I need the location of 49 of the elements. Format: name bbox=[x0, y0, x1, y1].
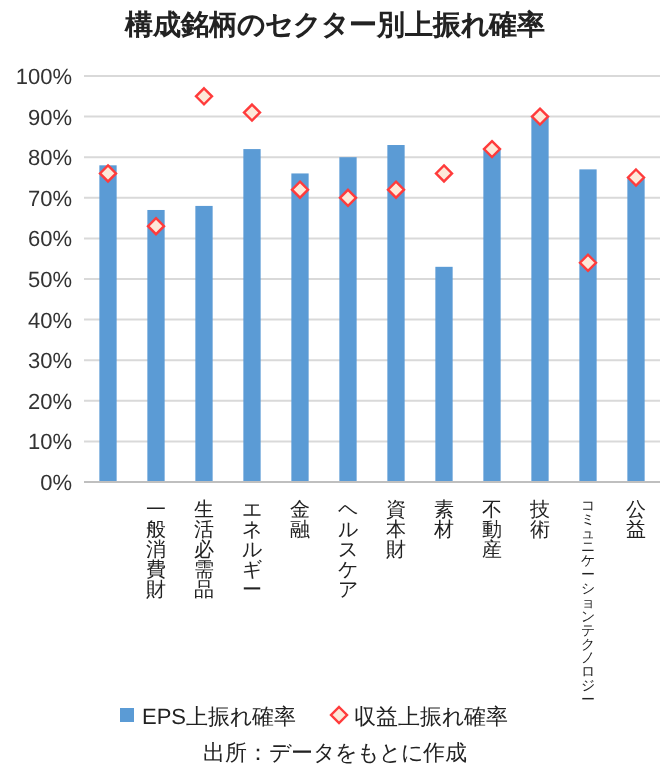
point bbox=[578, 253, 598, 272]
y-tick-label: 0% bbox=[40, 472, 73, 496]
x-tick-label: 生活必需品 bbox=[194, 498, 214, 602]
y-tick-label: 90% bbox=[27, 106, 73, 131]
y-tick-label: 10% bbox=[27, 431, 73, 456]
y-tick-label: 30% bbox=[27, 350, 73, 375]
bar bbox=[531, 116, 549, 482]
x-tick-label: 金融 bbox=[290, 498, 310, 542]
point bbox=[98, 164, 118, 183]
x-tick-label: 不動産 bbox=[482, 500, 502, 562]
legend-label: 収益上振れ確率 bbox=[354, 704, 509, 730]
y-tick-label: 50% bbox=[27, 269, 73, 293]
point bbox=[626, 168, 646, 187]
x-tick-label: 技術 bbox=[528, 498, 550, 542]
point bbox=[290, 180, 310, 199]
bar bbox=[291, 173, 309, 482]
bar bbox=[627, 177, 645, 482]
bar bbox=[243, 149, 261, 482]
text: 出所：データをもとに作成 bbox=[203, 740, 467, 766]
bar bbox=[99, 165, 117, 482]
point bbox=[530, 107, 550, 126]
bar bbox=[579, 169, 597, 482]
y-tick-label: 20% bbox=[27, 390, 73, 415]
point bbox=[146, 217, 166, 236]
bar bbox=[435, 266, 453, 482]
bar bbox=[339, 157, 357, 482]
point bbox=[386, 180, 406, 199]
y-tick-label: 100% bbox=[15, 66, 73, 90]
point bbox=[482, 139, 502, 159]
x-tick-label: 公益 bbox=[626, 498, 646, 542]
point bbox=[242, 103, 262, 122]
y-tick-label: 60% bbox=[27, 228, 73, 253]
bar bbox=[483, 149, 501, 482]
point bbox=[338, 188, 358, 207]
bar bbox=[195, 205, 213, 482]
x-tick-label: エネルギー bbox=[242, 500, 262, 602]
legend-label: EPS上振れ確率 bbox=[142, 704, 297, 730]
bar bbox=[387, 145, 405, 482]
x-tick-label: ヘルスケア bbox=[338, 500, 358, 602]
point bbox=[434, 164, 454, 183]
x-tick-label: 資本財 bbox=[386, 498, 406, 562]
y-tick-label: 40% bbox=[27, 309, 73, 334]
bar bbox=[147, 209, 165, 482]
y-tick-label: 70% bbox=[27, 187, 73, 212]
point bbox=[194, 87, 214, 106]
x-tick-label: 一般消費財 bbox=[146, 500, 166, 602]
chart-title: 構成銘柄のセクター別上振れ確率 bbox=[123, 8, 545, 40]
x-tick-label: 素材 bbox=[432, 498, 454, 542]
y-tick-label: 80% bbox=[27, 147, 73, 172]
